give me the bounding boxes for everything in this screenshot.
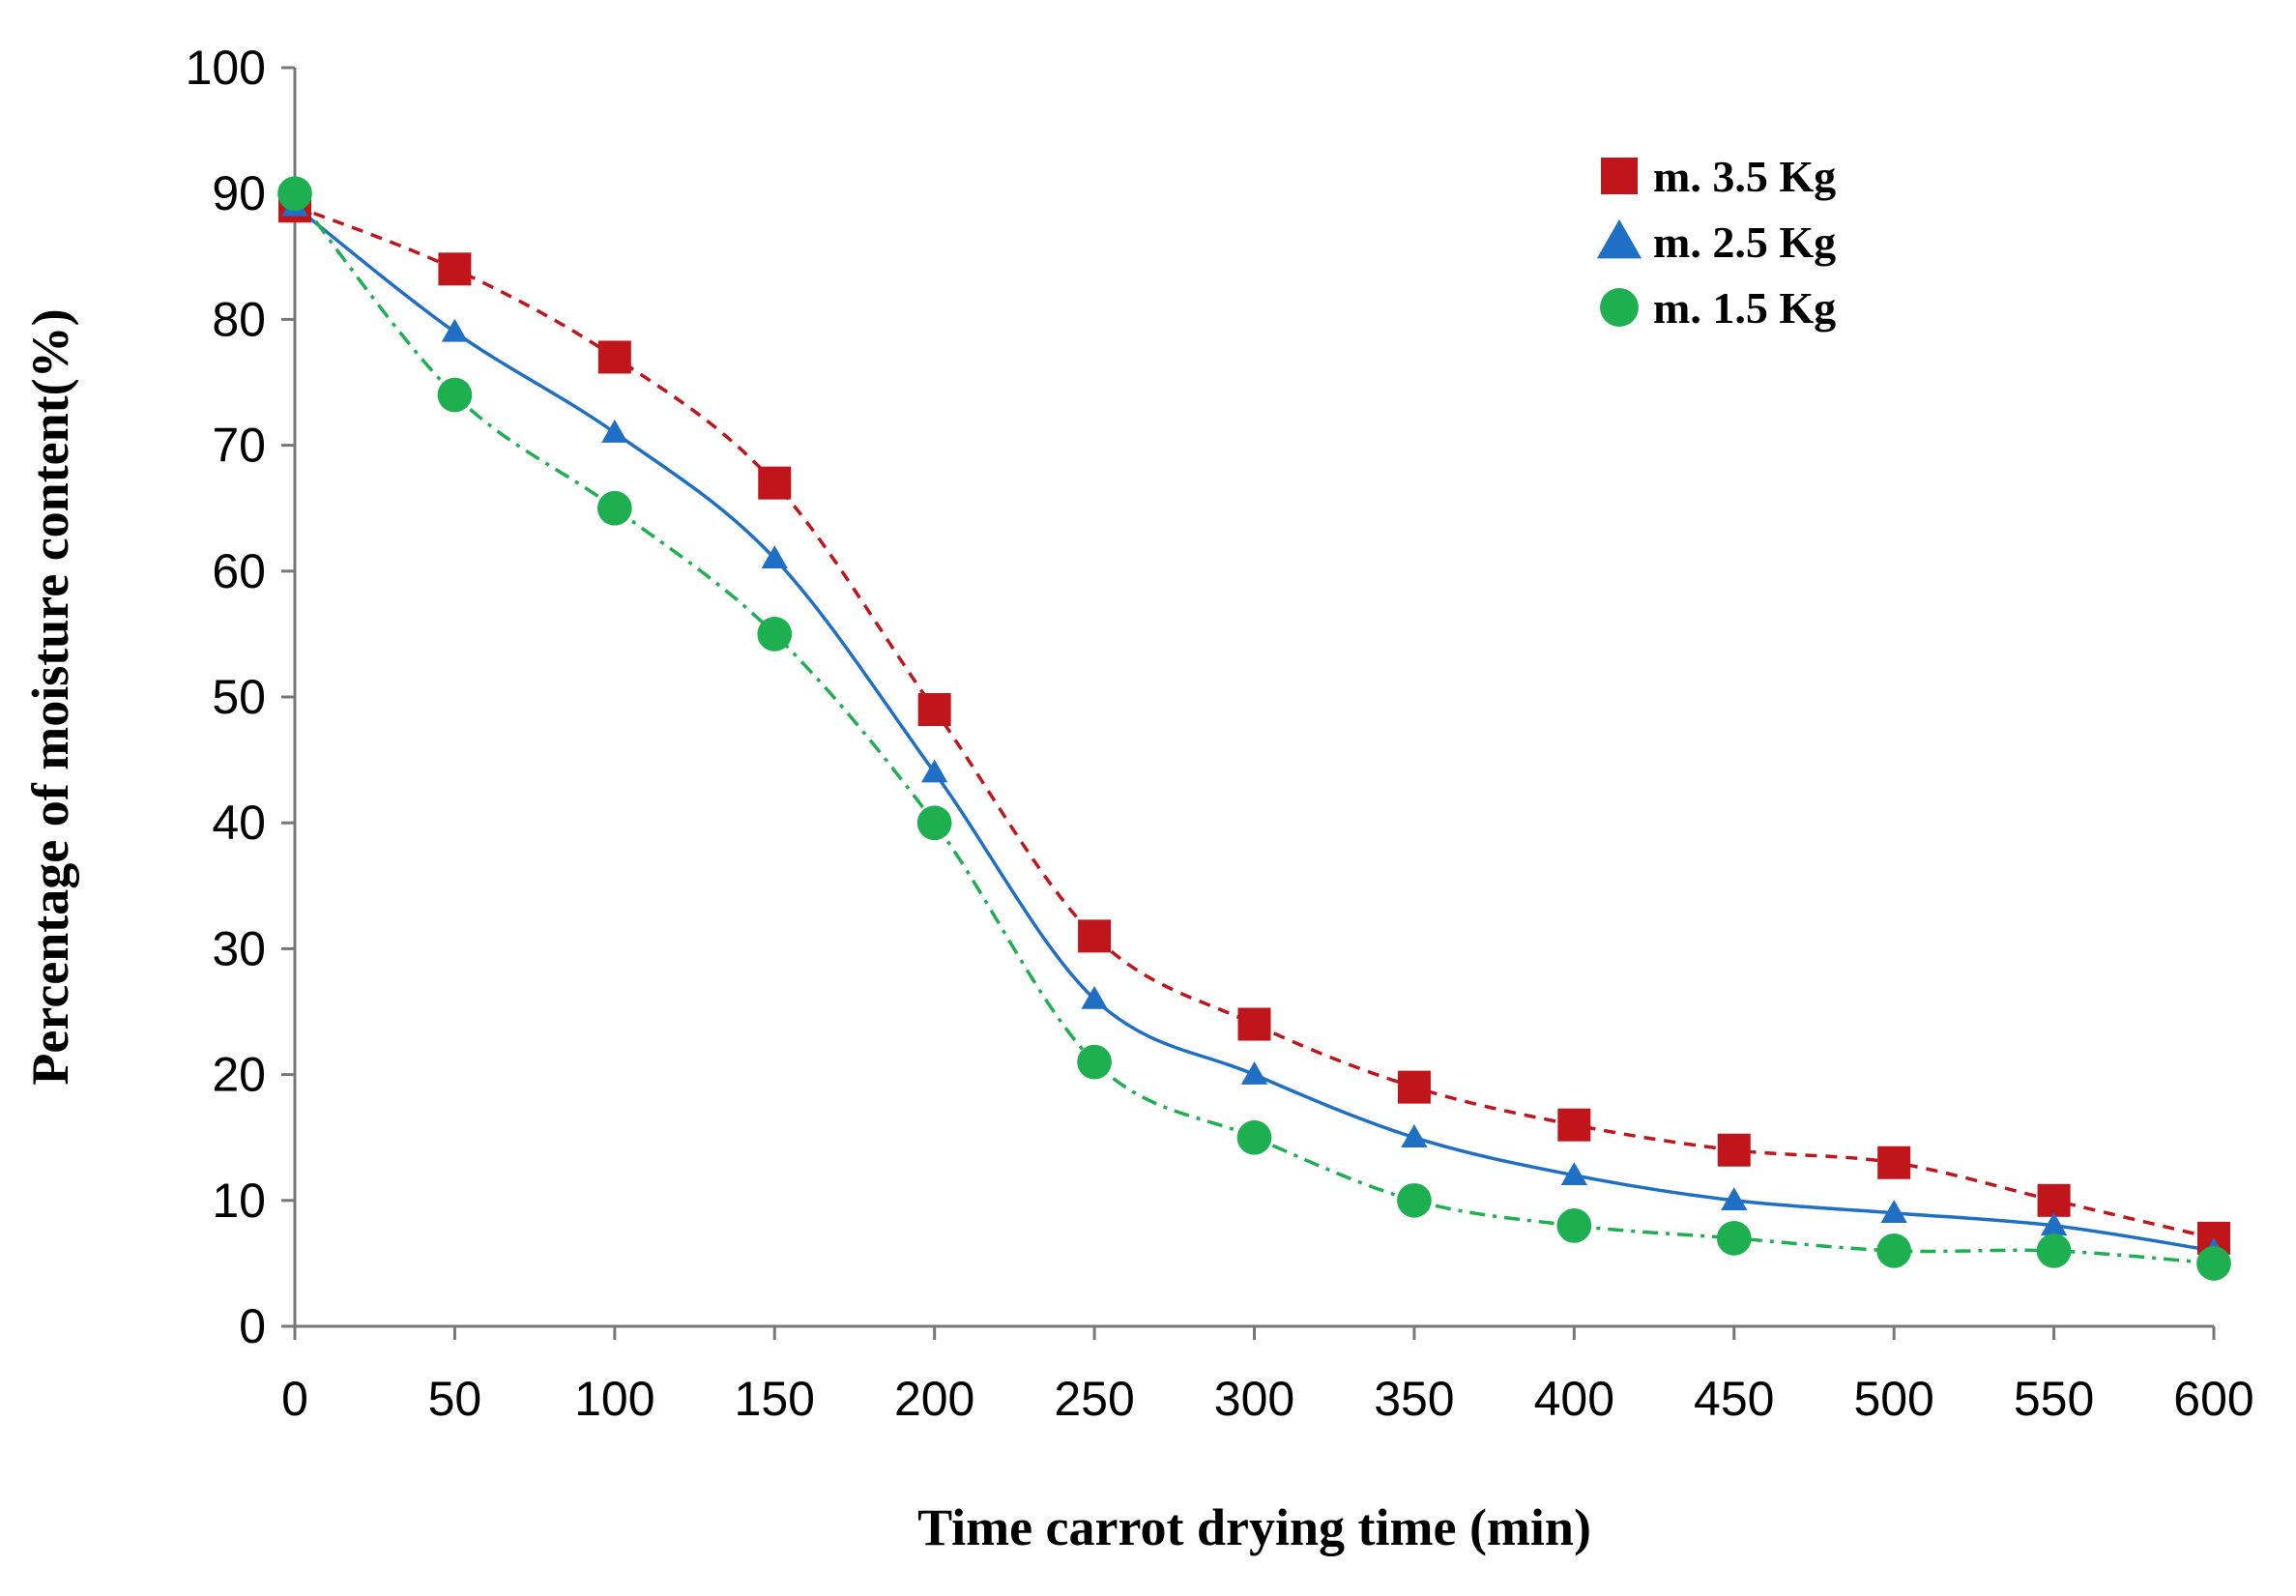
data-point-triangle (601, 419, 628, 443)
axes: 0 10 20 30 40 50 60 70 80 90 100 0 50 100 150 200 250 300… (186, 41, 2254, 1426)
data-point-circle (757, 617, 793, 652)
legend: m. 3.5 Kg m. 2.5 Kg m. 1.5 Kg (1596, 152, 1836, 333)
y-tick-label: 10 (212, 1174, 266, 1228)
data-point-triangle (1721, 1187, 1748, 1211)
y-tick-label: 20 (212, 1048, 266, 1102)
x-tick-label: 400 (1534, 1372, 1614, 1426)
y-tick-label: 0 (239, 1299, 266, 1353)
x-tick-label: 450 (1694, 1372, 1774, 1426)
data-point-square (758, 466, 792, 500)
x-tick-label: 0 (281, 1372, 308, 1426)
data-point-triangle (1240, 1060, 1268, 1085)
data-point-circle (437, 377, 473, 413)
x-tick-label: 550 (2014, 1372, 2094, 1426)
y-tick-label: 90 (212, 166, 266, 220)
y-tick-label: 80 (212, 292, 266, 346)
x-tick-label: 100 (574, 1372, 654, 1426)
data-point-circle (1397, 1182, 1432, 1218)
legend-marker-circle (1600, 288, 1639, 327)
x-tick-label: 500 (1853, 1372, 1933, 1426)
data-point-triangle (1081, 985, 1108, 1009)
data-point-circle (1236, 1119, 1272, 1155)
y-tick-label: 50 (212, 670, 266, 724)
data-point-circle (2036, 1233, 2072, 1268)
x-tick-label: 300 (1214, 1372, 1294, 1426)
legend-marker-triangle (1596, 218, 1642, 259)
data-point-circle (1556, 1207, 1592, 1243)
x-tick-label: 150 (735, 1372, 815, 1426)
data-point-triangle (441, 318, 469, 342)
x-tick-label: 50 (428, 1372, 482, 1426)
legend-label: m. 3.5 Kg (1653, 152, 1836, 201)
data-point-circle (1077, 1044, 1112, 1080)
y-tick-label: 100 (186, 41, 266, 95)
data-point-triangle (921, 759, 948, 783)
data-point-square (1717, 1133, 1751, 1167)
data-point-square (1877, 1146, 1911, 1179)
x-tick-label: 250 (1054, 1372, 1134, 1426)
data-point-circle (916, 805, 952, 841)
series-markers (277, 176, 2231, 1281)
data-point-square (2037, 1183, 2071, 1217)
y-tick-label: 70 (212, 419, 266, 473)
x-tick-label: 350 (1374, 1372, 1454, 1426)
data-point-circle (1876, 1233, 1912, 1268)
y-tick-label: 40 (212, 796, 266, 850)
legend-label: m. 2.5 Kg (1653, 218, 1836, 267)
data-point-square (1237, 1007, 1271, 1041)
data-point-square (1078, 919, 1112, 953)
y-tick-label: 30 (212, 921, 266, 975)
x-tick-label: 600 (2173, 1372, 2253, 1426)
data-point-circle (2196, 1246, 2231, 1281)
data-point-square (438, 252, 472, 286)
data-point-triangle (1880, 1200, 1907, 1224)
data-point-square (1397, 1070, 1431, 1104)
data-point-circle (596, 490, 632, 526)
x-axis-title: Time carrot drying time (min) (917, 1498, 1591, 1556)
data-point-triangle (1560, 1162, 1587, 1185)
data-point-circle (277, 176, 312, 212)
legend-label: m. 1.5 Kg (1653, 283, 1836, 333)
data-point-triangle (2040, 1212, 2068, 1236)
series-lines (293, 192, 2215, 1265)
series-line-2 (293, 204, 2215, 1253)
data-point-triangle (761, 545, 788, 569)
y-tick-label: 60 (212, 544, 266, 598)
x-tick-label: 200 (894, 1372, 974, 1426)
data-point-square (917, 693, 951, 727)
data-point-triangle (1401, 1124, 1428, 1147)
data-point-circle (1716, 1221, 1752, 1256)
data-point-square (597, 340, 631, 374)
y-axis-title: Percentage of moisture content(%) (21, 308, 79, 1085)
series-line-3 (293, 192, 2215, 1265)
legend-marker-square (1601, 158, 1638, 194)
data-point-square (1557, 1108, 1591, 1142)
